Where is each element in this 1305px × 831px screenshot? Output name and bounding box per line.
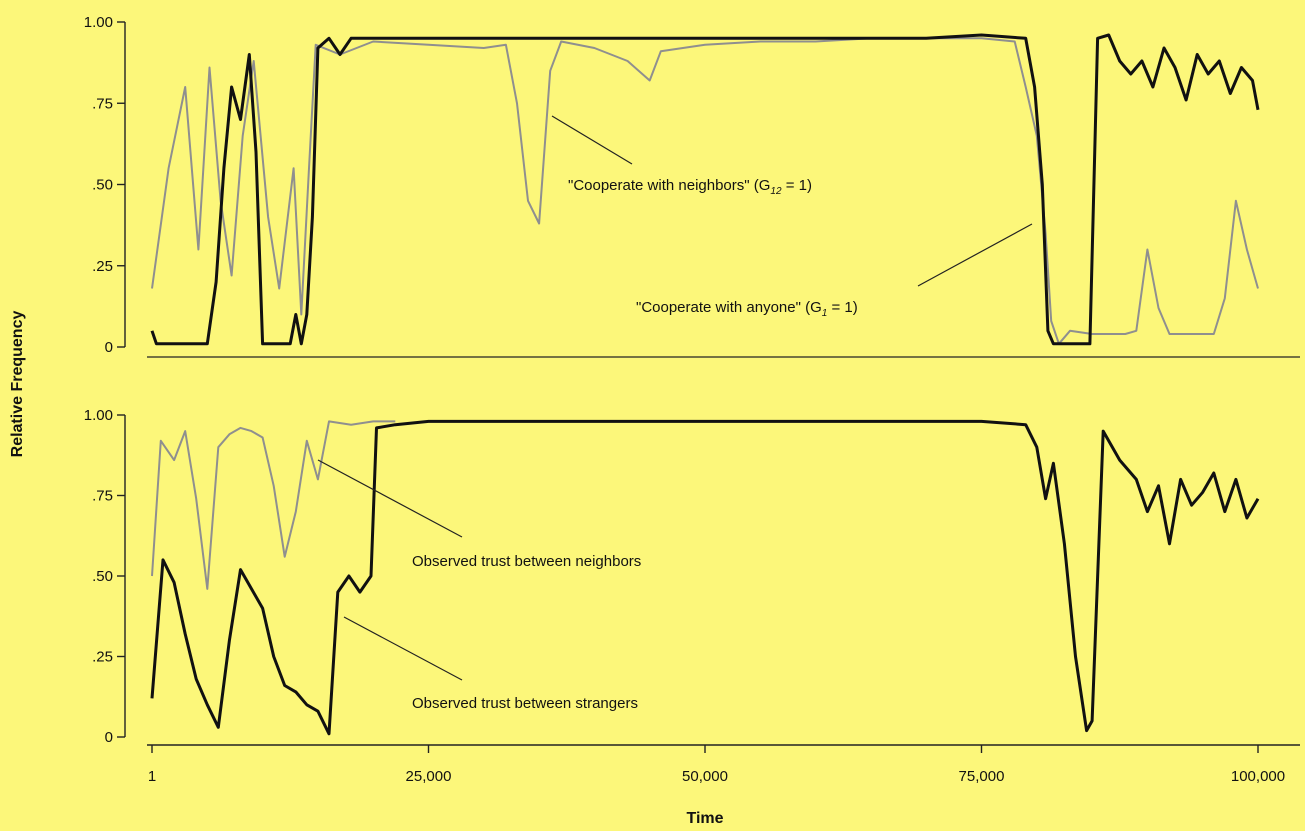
annotation-leader-line (317, 459, 463, 538)
y-tick-label: .25 (92, 258, 113, 275)
series-line-strangers (150, 419, 1260, 736)
y-tick-label: 0 (105, 339, 113, 356)
series-line-anyone (150, 33, 1260, 346)
x-tick-label: 1 (148, 768, 156, 785)
y-tick-label: .75 (92, 95, 113, 112)
x-tick-label: 25,000 (406, 768, 452, 785)
x-tick-label: 75,000 (959, 768, 1005, 785)
annotation-neighbors: Observed trust between neighbors (412, 553, 641, 570)
y-tick-label: .50 (92, 568, 113, 585)
annotation-leader-line (343, 616, 463, 681)
annotation-neighbors: "Cooperate with neighbors" (G12 = 1) (568, 177, 812, 197)
top-panel: 0 .25 .50 .75 1.00 "Cooperate with neighbors"… (84, 14, 1300, 358)
x-tick-label: 100,000 (1231, 768, 1285, 785)
annotation-anyone: "Cooperate with anyone" (G1 = 1) (636, 299, 858, 319)
annotation-strangers: Observed trust between strangers (412, 695, 638, 712)
series-line-neighbors (151, 37, 1259, 345)
y-tick-label: 1.00 (84, 14, 113, 31)
y-tick-label: .25 (92, 649, 113, 666)
x-axis-label: Time (686, 810, 723, 827)
annotation-leader-line (551, 115, 633, 165)
y-tick-label: .75 (92, 488, 113, 505)
y-tick-label: .50 (92, 177, 113, 194)
y-axis-label: Relative Frequency (9, 311, 26, 458)
y-tick-label: 1.00 (84, 407, 113, 424)
x-tick-label: 50,000 (682, 768, 728, 785)
bottom-panel: 0 .25 .50 .75 1.00 1 25,000 50,000 75,000 100,000… (84, 407, 1300, 785)
annotation-leader-line (917, 223, 1033, 287)
y-tick-label: 0 (105, 729, 113, 746)
series-line-neighbors (151, 420, 396, 590)
